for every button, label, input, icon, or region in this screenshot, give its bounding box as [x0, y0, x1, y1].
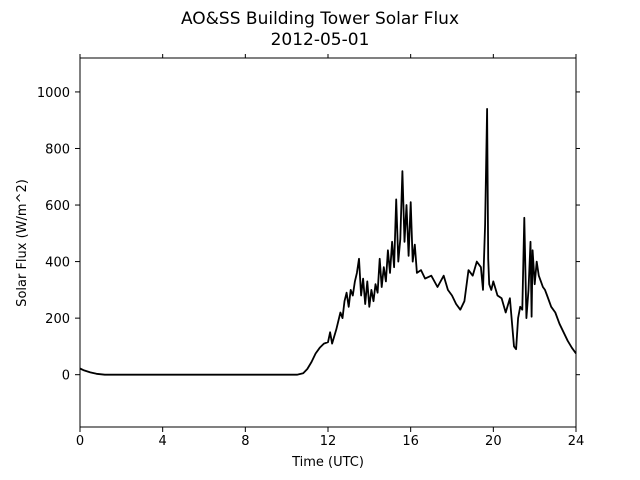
x-tick-label: 12: [320, 434, 337, 449]
x-tick-label: 8: [241, 434, 249, 449]
plot-frame: [79, 57, 577, 428]
x-tick-label: 20: [485, 434, 502, 449]
axis-ticks: 0 4 8 12 16 20 24 0 200 400 600 800 1000: [37, 54, 584, 449]
x-tick-label: 24: [568, 434, 585, 449]
chart-title: AO&SS Building Tower Solar Flux: [181, 9, 459, 29]
x-tick-label: 0: [76, 434, 84, 449]
y-tick-label: 400: [45, 256, 70, 271]
y-tick-label: 0: [62, 369, 70, 384]
x-axis-label: Time (UTC): [291, 455, 364, 470]
y-tick-label: 1000: [37, 86, 70, 101]
x-tick-label: 4: [159, 434, 167, 449]
series-line: [79, 108, 577, 376]
y-tick-label: 200: [45, 312, 70, 327]
y-axis-label: Solar Flux (W/m^2): [15, 179, 30, 307]
chart-subtitle: 2012-05-01: [271, 30, 370, 50]
y-tick-label: 600: [45, 199, 70, 214]
y-tick-label: 800: [45, 142, 70, 157]
x-tick-label: 16: [402, 434, 419, 449]
